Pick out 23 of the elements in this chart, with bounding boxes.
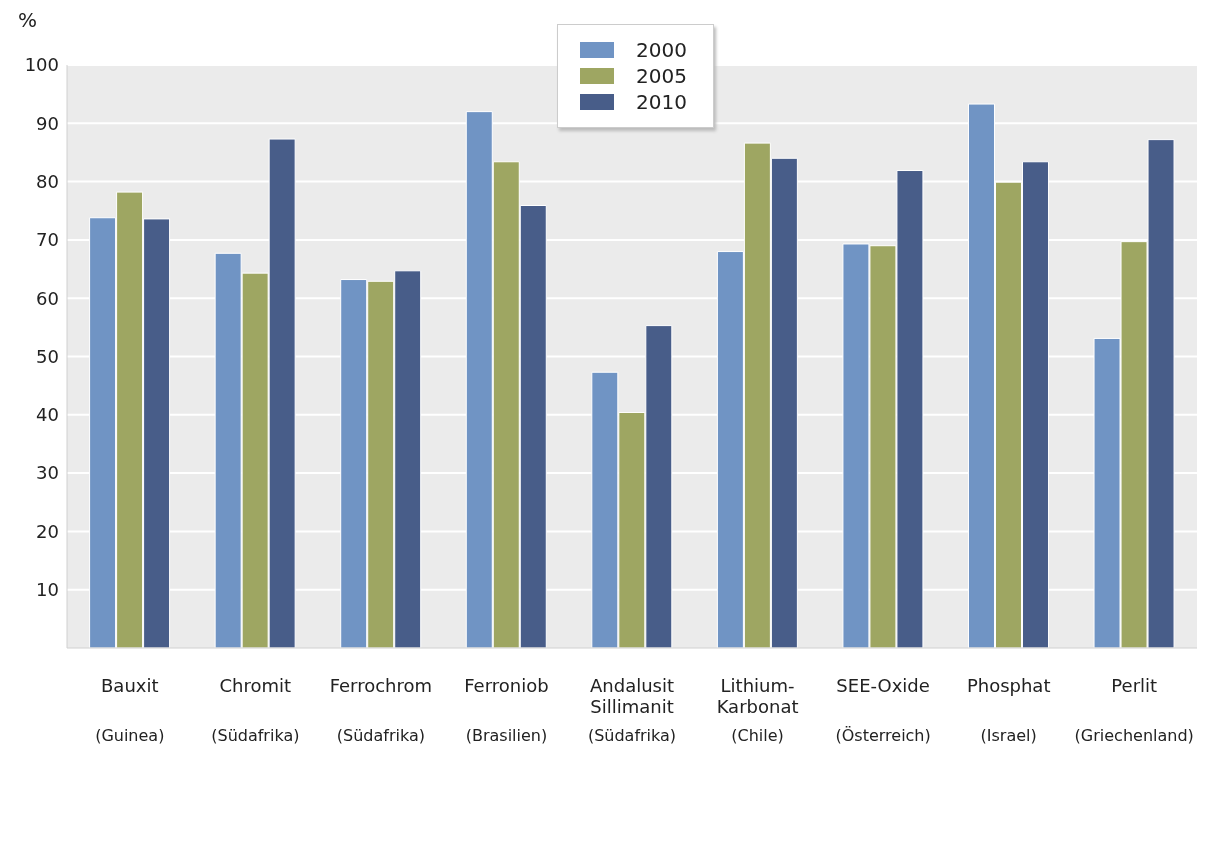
category-label: Bauxit (Guinea): [95, 675, 165, 745]
y-tick-label: 80: [36, 170, 59, 192]
y-tick-label: 20: [36, 520, 59, 542]
y-tick-label: 70: [36, 229, 59, 251]
y-tick-label: 40: [36, 404, 59, 426]
y-tick-label: 10: [36, 579, 59, 601]
x-tick-label: Lithium- Karbonat (Chile): [716, 675, 799, 745]
y-tick-label: 50: [36, 345, 59, 367]
y-tick-label: 60: [36, 287, 59, 309]
category-label: Chromit (Südafrika): [211, 675, 300, 745]
x-tick-label: Andalusit Sillimanit (Südafrika): [587, 675, 677, 745]
y-axis-title: %: [18, 8, 38, 32]
y-tick-label: 30: [36, 462, 59, 484]
y-tick-label: 90: [36, 112, 59, 134]
legend-label: 2000: [636, 38, 687, 62]
legend-label: 2010: [636, 90, 687, 114]
y-tick-label: 100: [24, 54, 59, 76]
category-label: Ferroniob (Brasilien): [464, 675, 549, 745]
legend-label: 2005: [636, 64, 687, 88]
category-label: Phosphat (Israel): [966, 675, 1051, 745]
category-label: Ferrochrom (Südafrika): [329, 675, 433, 745]
category-label: SEE-Oxide (Österreich): [835, 675, 931, 745]
category-label: Perlit (Griechenland): [1074, 675, 1194, 745]
